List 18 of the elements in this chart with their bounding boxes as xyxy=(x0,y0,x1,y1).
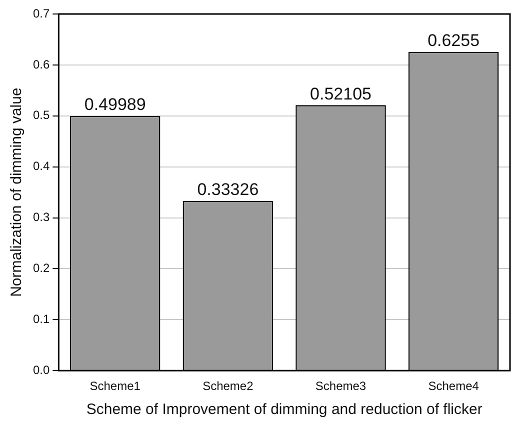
data-label: 0.6255 xyxy=(428,31,480,50)
y-tick-label: 0.7 xyxy=(32,6,50,20)
y-axis-title: Normalization of dimming value xyxy=(8,88,26,297)
y-tick-label: 0.5 xyxy=(32,108,50,122)
y-tick-label: 0.4 xyxy=(32,159,50,174)
x-tick-label: Scheme4 xyxy=(428,379,480,394)
x-axis-title: Scheme of Improvement of dimming and reduction of flicker xyxy=(86,401,482,418)
y-tick-label: 0.2 xyxy=(32,261,50,276)
y-tick-label: 0.6 xyxy=(32,57,50,72)
y-tick-label: 0.1 xyxy=(32,312,50,326)
data-label: 0.33326 xyxy=(197,180,259,200)
y-tick-label: 0.3 xyxy=(32,210,50,224)
data-label: 0.52105 xyxy=(310,84,372,104)
data-label: 0.49989 xyxy=(84,95,146,114)
x-tick-label: Scheme2 xyxy=(202,379,254,394)
x-tick-label: Scheme3 xyxy=(315,379,366,394)
x-tick-label: Scheme1 xyxy=(90,379,141,394)
y-tick-label: 0.0 xyxy=(32,362,50,377)
